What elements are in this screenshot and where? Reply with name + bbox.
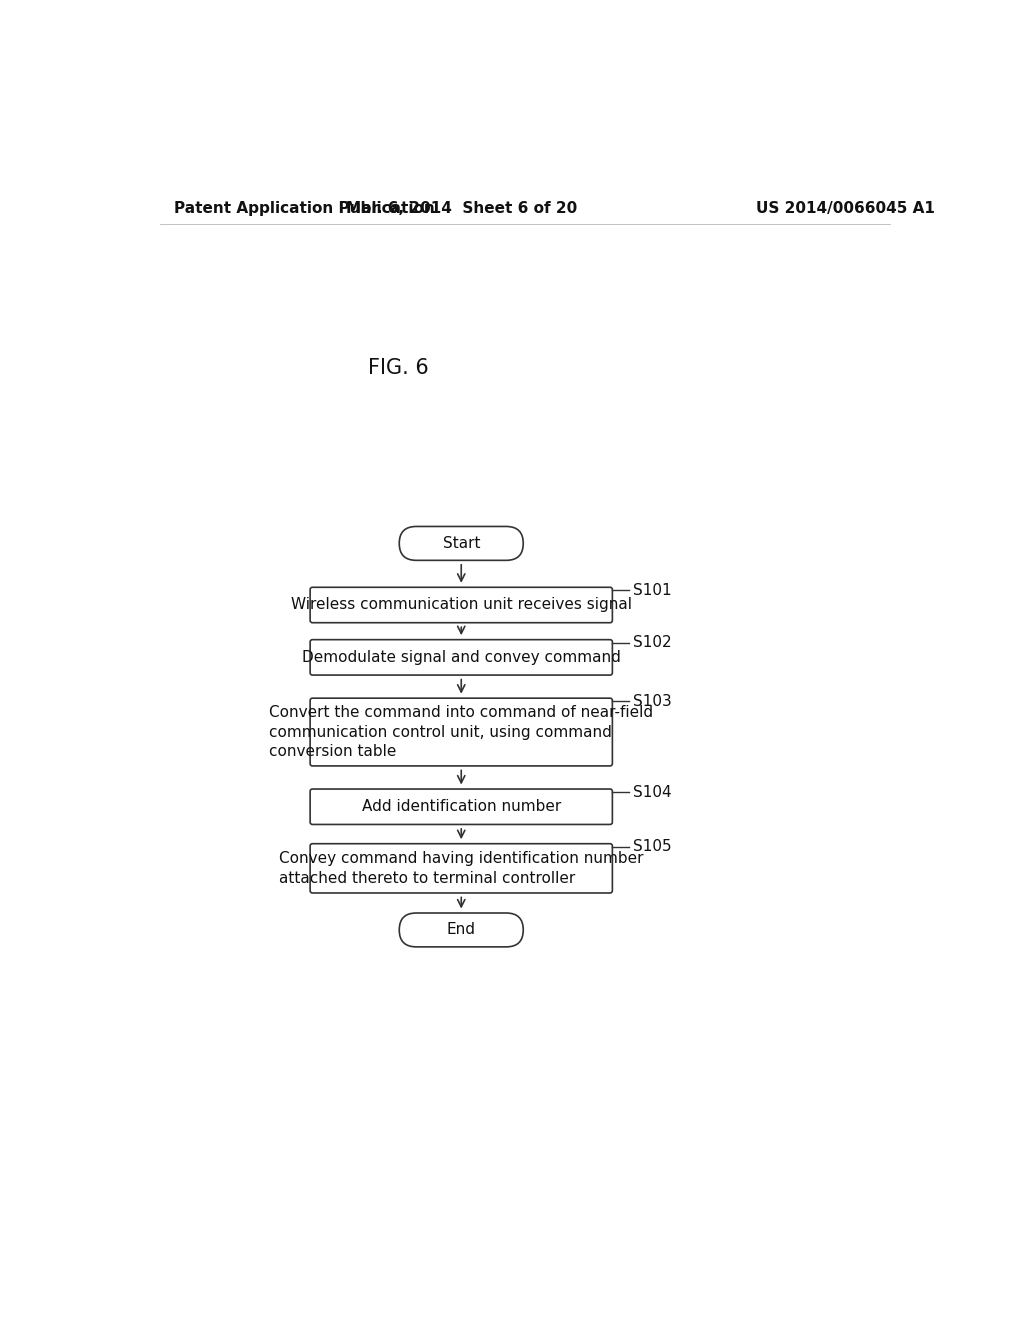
Text: S103: S103 [633, 694, 672, 709]
Text: S102: S102 [633, 635, 671, 651]
Text: End: End [446, 923, 476, 937]
Text: Wireless communication unit receives signal: Wireless communication unit receives sig… [291, 598, 632, 612]
Text: S104: S104 [633, 784, 671, 800]
Text: Start: Start [442, 536, 480, 550]
FancyBboxPatch shape [310, 789, 612, 825]
Text: S105: S105 [633, 840, 671, 854]
FancyBboxPatch shape [399, 913, 523, 946]
FancyBboxPatch shape [310, 698, 612, 766]
Text: Convert the command into command of near-field
communication control unit, using: Convert the command into command of near… [269, 705, 653, 759]
FancyBboxPatch shape [310, 640, 612, 675]
Text: Demodulate signal and convey command: Demodulate signal and convey command [302, 649, 621, 665]
FancyBboxPatch shape [310, 587, 612, 623]
Text: Convey command having identification number
attached thereto to terminal control: Convey command having identification num… [279, 851, 643, 886]
Text: Patent Application Publication: Patent Application Publication [174, 201, 435, 216]
FancyBboxPatch shape [399, 527, 523, 561]
Text: FIG. 6: FIG. 6 [369, 358, 429, 378]
Text: Mar. 6, 2014  Sheet 6 of 20: Mar. 6, 2014 Sheet 6 of 20 [346, 201, 577, 216]
Text: Add identification number: Add identification number [361, 799, 561, 814]
FancyBboxPatch shape [310, 843, 612, 892]
Text: US 2014/0066045 A1: US 2014/0066045 A1 [756, 201, 935, 216]
Text: S101: S101 [633, 583, 671, 598]
